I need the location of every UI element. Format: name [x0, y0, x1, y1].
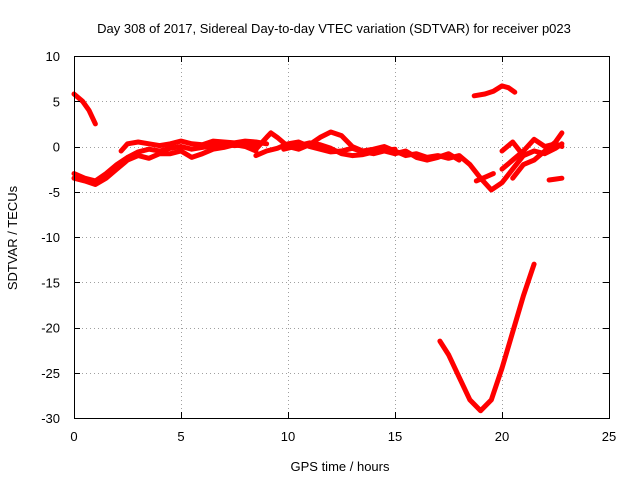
y-tick-labels: -30 -25 -20 -15 -10 -5 0 5 10 — [41, 49, 60, 426]
series-line-14 — [471, 83, 518, 99]
y-tick-label: 0 — [53, 140, 60, 155]
y-tick-label: -25 — [41, 366, 60, 381]
series-line-13 — [510, 130, 565, 181]
series-line-7 — [281, 140, 398, 159]
series-line-9 — [392, 148, 462, 163]
series-line-12 — [499, 139, 565, 159]
x-tick-label: 15 — [388, 429, 402, 444]
x-tick-label: 10 — [281, 429, 295, 444]
x-tick-labels: 0 5 10 15 20 25 — [70, 429, 616, 444]
gridlines — [74, 56, 609, 418]
y-tick-label: 10 — [46, 49, 60, 64]
series-line-10 — [473, 171, 496, 184]
series-line-4 — [71, 91, 98, 127]
x-tick-label: 0 — [70, 429, 77, 444]
y-tick-label: -15 — [41, 275, 60, 290]
series-line-16 — [546, 175, 565, 183]
x-tick-label: 25 — [602, 429, 616, 444]
y-tick-label: -30 — [41, 411, 60, 426]
y-tick-label: -20 — [41, 321, 60, 336]
y-tick-label: -5 — [48, 185, 60, 200]
axis-ticks — [74, 56, 610, 419]
series-line-5 — [253, 129, 398, 154]
series-line-3 — [118, 138, 270, 154]
data-series-group — [71, 83, 565, 414]
chart-title: Day 308 of 2017, Sidereal Day-to-day VTE… — [97, 21, 571, 36]
series-line-15 — [437, 261, 537, 414]
series-line-8 — [392, 148, 537, 193]
x-tick-label: 5 — [177, 429, 184, 444]
y-axis-label: SDTVAR / TECUs — [5, 185, 20, 290]
series-line-2 — [71, 142, 259, 187]
x-axis-label: GPS time / hours — [291, 459, 390, 474]
y-tick-label: 5 — [53, 94, 60, 109]
y-tick-label: -10 — [41, 230, 60, 245]
x-tick-label: 20 — [495, 429, 509, 444]
